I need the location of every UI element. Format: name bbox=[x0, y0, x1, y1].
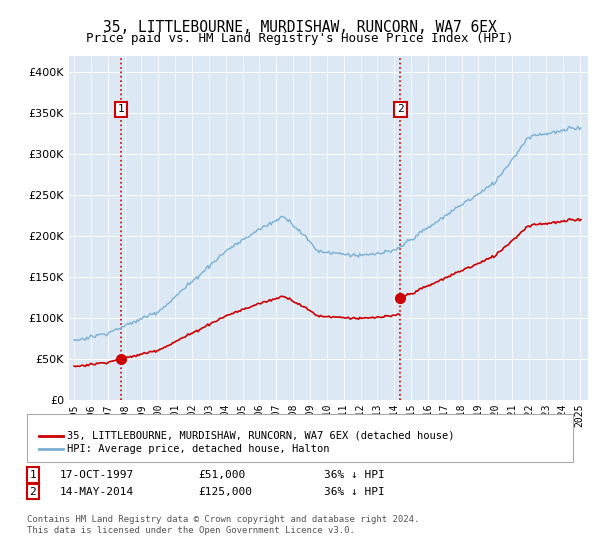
Text: Price paid vs. HM Land Registry's House Price Index (HPI): Price paid vs. HM Land Registry's House … bbox=[86, 32, 514, 45]
Text: 35, LITTLEBOURNE, MURDISHAW, RUNCORN, WA7 6EX: 35, LITTLEBOURNE, MURDISHAW, RUNCORN, WA… bbox=[103, 20, 497, 35]
Text: £51,000: £51,000 bbox=[198, 470, 245, 480]
Text: 36% ↓ HPI: 36% ↓ HPI bbox=[324, 470, 385, 480]
Text: Contains HM Land Registry data © Crown copyright and database right 2024.: Contains HM Land Registry data © Crown c… bbox=[27, 515, 419, 524]
Text: 2: 2 bbox=[29, 487, 37, 497]
Text: £125,000: £125,000 bbox=[198, 487, 252, 497]
Text: 14-MAY-2014: 14-MAY-2014 bbox=[60, 487, 134, 497]
Text: 35, LITTLEBOURNE, MURDISHAW, RUNCORN, WA7 6EX (detached house): 35, LITTLEBOURNE, MURDISHAW, RUNCORN, WA… bbox=[67, 431, 455, 441]
Text: 1: 1 bbox=[118, 104, 125, 114]
Text: HPI: Average price, detached house, Halton: HPI: Average price, detached house, Halt… bbox=[67, 444, 330, 454]
Text: 1: 1 bbox=[29, 470, 37, 480]
Text: 17-OCT-1997: 17-OCT-1997 bbox=[60, 470, 134, 480]
Text: 2: 2 bbox=[397, 104, 404, 114]
Text: This data is licensed under the Open Government Licence v3.0.: This data is licensed under the Open Gov… bbox=[27, 526, 355, 535]
Text: 36% ↓ HPI: 36% ↓ HPI bbox=[324, 487, 385, 497]
